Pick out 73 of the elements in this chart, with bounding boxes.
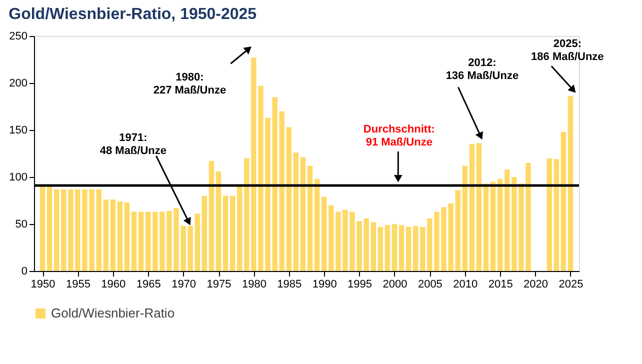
y-tick-label: 50 bbox=[15, 218, 28, 230]
bar bbox=[230, 196, 236, 271]
bar bbox=[117, 201, 123, 271]
bar bbox=[413, 226, 418, 271]
bar bbox=[61, 189, 66, 271]
bar bbox=[462, 166, 468, 271]
x-tick-label: 1975 bbox=[206, 278, 232, 290]
bar bbox=[124, 202, 130, 271]
ref-line-label: Durchschnitt: 91 Maß/Unze bbox=[363, 123, 435, 148]
x-tick-label: 2025 bbox=[558, 278, 584, 290]
y-tick-label: 200 bbox=[9, 78, 28, 90]
y-tick-label: 100 bbox=[9, 172, 28, 184]
x-tick-label: 1970 bbox=[172, 278, 196, 290]
bar bbox=[554, 159, 559, 271]
x-tick-label: 2010 bbox=[453, 278, 478, 290]
bar bbox=[222, 196, 228, 271]
chart-title: Gold/Wiesnbier-Ratio, 1950-2025 bbox=[8, 6, 257, 23]
annotation: 1980: 227 Maß/Unze bbox=[153, 72, 226, 97]
bar bbox=[314, 178, 320, 271]
bar bbox=[300, 157, 306, 271]
bar bbox=[476, 143, 482, 271]
x-tick-label: 1965 bbox=[136, 278, 161, 290]
x-tick-label: 2015 bbox=[488, 278, 513, 290]
bar bbox=[384, 224, 390, 271]
bar bbox=[146, 212, 151, 271]
bar bbox=[103, 200, 108, 271]
bar bbox=[392, 224, 398, 271]
bar bbox=[568, 96, 574, 271]
bar bbox=[216, 171, 222, 271]
bar bbox=[131, 212, 137, 271]
y-tick-label: 0 bbox=[21, 266, 28, 278]
x-tick-label: 2000 bbox=[382, 278, 408, 290]
bar bbox=[286, 127, 292, 271]
bar bbox=[237, 186, 242, 271]
x-tick-label: 1980 bbox=[242, 278, 266, 290]
bar bbox=[322, 196, 327, 271]
y-tick-label: 250 bbox=[9, 30, 28, 42]
bar bbox=[328, 205, 334, 271]
bar bbox=[370, 222, 376, 271]
x-tick-label: 1985 bbox=[277, 278, 302, 290]
bar bbox=[202, 196, 208, 271]
x-tick-label: 2005 bbox=[418, 278, 442, 290]
x-tick-label: 2020 bbox=[524, 278, 548, 290]
x-tick-label: 1950 bbox=[30, 278, 56, 290]
bar bbox=[110, 200, 116, 271]
x-tick-label: 1960 bbox=[101, 278, 126, 290]
y-tick-label: 150 bbox=[9, 124, 28, 136]
annotation: 2012: 136 Maß/Unze bbox=[446, 57, 519, 82]
annotation: 2025: 186 Maß/Unze bbox=[531, 38, 604, 64]
bar bbox=[307, 166, 313, 271]
bar bbox=[293, 152, 299, 271]
bar bbox=[504, 169, 510, 271]
bar bbox=[469, 144, 475, 271]
bar bbox=[40, 186, 46, 271]
x-tick-label: 1995 bbox=[348, 278, 372, 290]
bar bbox=[546, 158, 552, 271]
bar bbox=[46, 186, 52, 271]
bar bbox=[398, 224, 404, 271]
bar bbox=[483, 184, 489, 271]
legend-label: Gold/Wiesnbier-Ratio bbox=[51, 306, 175, 320]
bar bbox=[138, 212, 144, 271]
bar bbox=[279, 111, 284, 271]
x-tick-label: 1955 bbox=[66, 278, 90, 290]
annotation: 1971: 48 Maß/Unze bbox=[100, 132, 166, 157]
bar bbox=[497, 178, 503, 271]
bar bbox=[560, 132, 566, 271]
bar bbox=[378, 226, 384, 271]
bar bbox=[208, 161, 214, 271]
x-tick-label: 1990 bbox=[312, 278, 337, 290]
bar bbox=[490, 182, 496, 271]
bar bbox=[406, 226, 412, 271]
bar bbox=[54, 189, 60, 271]
bar bbox=[194, 214, 200, 271]
